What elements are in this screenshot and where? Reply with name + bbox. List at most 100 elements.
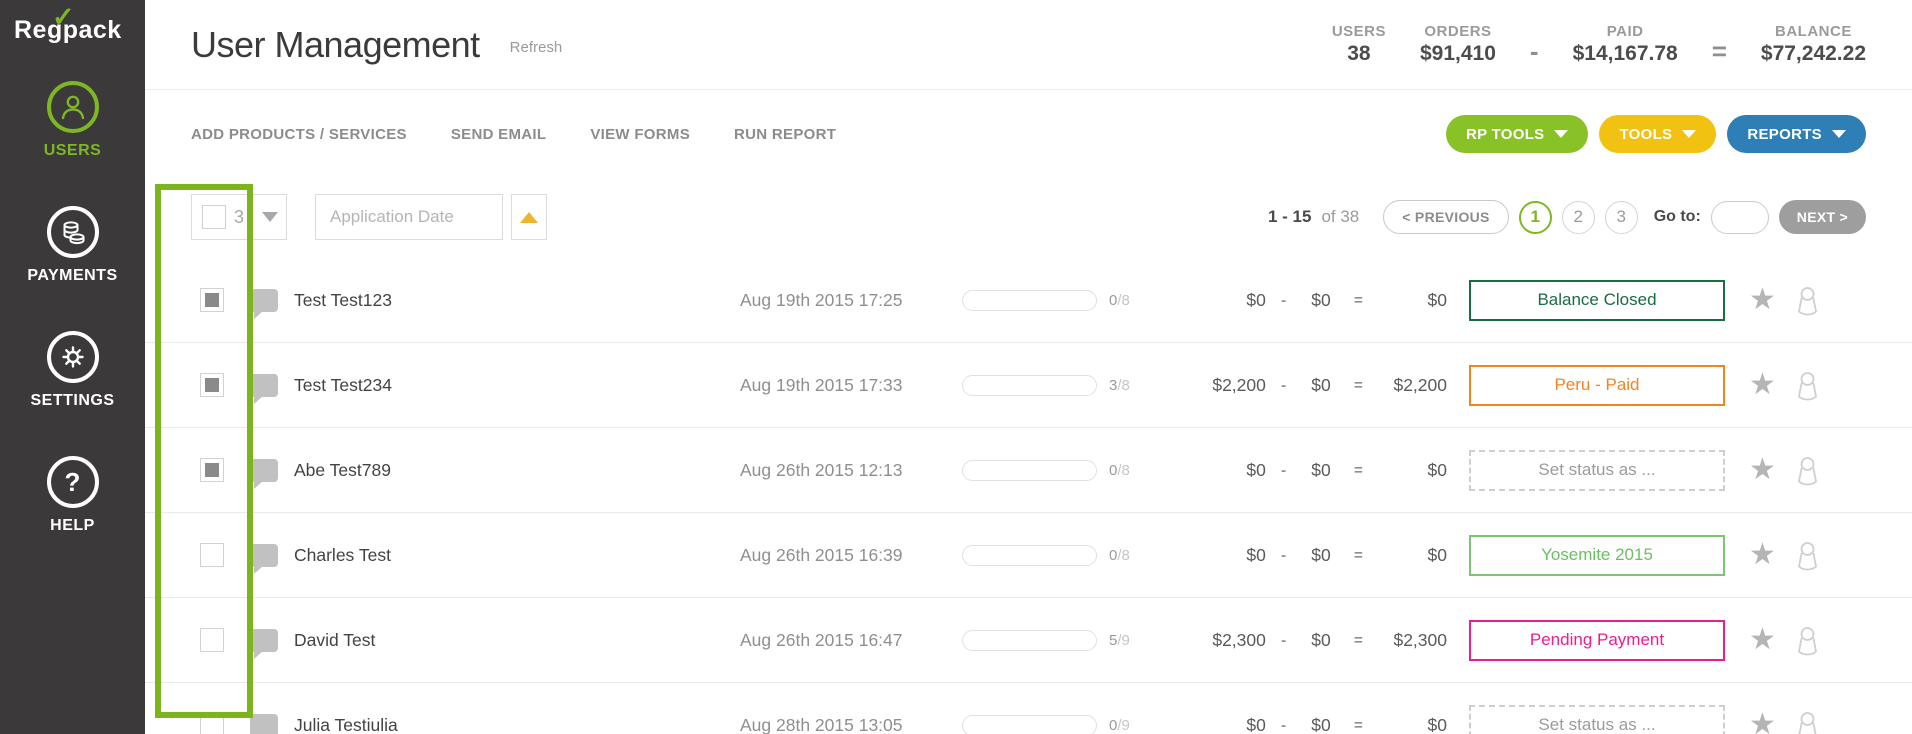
progress-count: 0/8 xyxy=(1109,546,1130,564)
star-icon[interactable]: ★ xyxy=(1749,538,1776,571)
tools-button[interactable]: TOOLS xyxy=(1599,115,1717,153)
orders-amount: $2,300 xyxy=(1212,629,1266,650)
add-products-link[interactable]: ADD PRODUCTS / SERVICES xyxy=(191,125,407,143)
user-name[interactable]: Test Test234 xyxy=(294,374,392,395)
progress-bar xyxy=(962,629,1097,651)
selected-count: 3 xyxy=(234,206,245,227)
row-checkbox[interactable] xyxy=(200,713,224,734)
chevron-down-icon xyxy=(1554,130,1569,138)
paid-amount: $0 xyxy=(1311,544,1331,565)
user-name[interactable]: Test Test123 xyxy=(294,289,392,310)
page-header: User Management Refresh USERS 38 ORDERS … xyxy=(145,0,1912,90)
minus-sign: - xyxy=(1281,546,1287,564)
sidebar-item-users[interactable]: USERS xyxy=(0,81,145,160)
orders-amount: $0 xyxy=(1246,289,1266,310)
view-forms-link[interactable]: VIEW FORMS xyxy=(590,125,691,143)
row-checkbox[interactable] xyxy=(200,373,224,397)
reports-button[interactable]: REPORTS xyxy=(1727,115,1866,153)
status-badge[interactable]: Peru - Paid xyxy=(1469,364,1725,406)
paid-amount: $0 xyxy=(1311,629,1331,650)
select-dropdown[interactable] xyxy=(252,194,286,240)
orders-amount: $0 xyxy=(1246,544,1266,565)
comment-icon[interactable] xyxy=(250,288,278,319)
status-badge[interactable]: Set status as ... xyxy=(1469,449,1725,491)
previous-page-button[interactable]: < PREVIOUS xyxy=(1383,200,1509,234)
balance-amount: $0 xyxy=(1427,714,1447,734)
result-total: of 38 xyxy=(1321,207,1360,226)
status-badge[interactable]: Yosemite 2015 xyxy=(1469,534,1725,576)
progress-bar xyxy=(962,459,1097,481)
table-row: David Test Aug 26th 2015 16:47 5/9 $2,30… xyxy=(145,598,1912,683)
person-icon[interactable] xyxy=(1794,540,1821,571)
user-name[interactable]: Abe Test789 xyxy=(294,459,391,480)
page-button-3[interactable]: 3 xyxy=(1604,200,1638,234)
minus-sign: - xyxy=(1281,631,1287,649)
application-date-input[interactable] xyxy=(315,194,504,240)
equals-sign: = xyxy=(1354,376,1363,394)
comment-icon[interactable] xyxy=(250,628,278,659)
send-email-link[interactable]: SEND EMAIL xyxy=(450,125,547,143)
sidebar-item-payments[interactable]: PAYMENTS xyxy=(0,206,145,285)
comment-icon[interactable] xyxy=(250,458,278,489)
amounts: $2,200 - $0 = $2,200 xyxy=(1195,375,1447,396)
amounts: $0 - $0 = $0 xyxy=(1195,460,1447,481)
user-name[interactable]: David Test xyxy=(294,629,376,650)
rp-tools-button[interactable]: RP TOOLS xyxy=(1445,115,1589,153)
row-checkbox[interactable] xyxy=(200,458,224,482)
table-row: Test Test234 Aug 19th 2015 17:33 3/8 $2,… xyxy=(145,343,1912,428)
status-badge[interactable]: Balance Closed xyxy=(1469,279,1725,321)
progress-count: 0/8 xyxy=(1109,291,1130,309)
progress-count: 0/8 xyxy=(1109,461,1130,479)
comment-icon[interactable] xyxy=(250,373,278,404)
person-icon[interactable] xyxy=(1794,710,1821,734)
balance-amount: $0 xyxy=(1427,289,1447,310)
row-checkbox[interactable] xyxy=(200,628,224,652)
star-icon[interactable]: ★ xyxy=(1749,708,1776,734)
user-name[interactable]: Charles Test xyxy=(294,544,391,565)
select-all-control: 3 xyxy=(191,194,288,240)
status-badge[interactable]: Set status as ... xyxy=(1469,704,1725,734)
person-icon[interactable] xyxy=(1794,285,1821,316)
regpack-logo: Regpack ✓ xyxy=(0,0,145,45)
summary-stats: USERS 38 ORDERS $91,410 - PAID $14,167.7… xyxy=(1332,22,1866,67)
table-row: Test Test123 Aug 19th 2015 17:25 0/8 $0 … xyxy=(145,258,1912,343)
progress-bar xyxy=(962,714,1097,734)
progress-bar xyxy=(962,289,1097,311)
user-name[interactable]: Julia Testiulia xyxy=(294,714,398,734)
run-report-link[interactable]: RUN REPORT xyxy=(734,125,837,143)
status-badge[interactable]: Pending Payment xyxy=(1469,619,1725,661)
person-icon[interactable] xyxy=(1794,370,1821,401)
comment-icon[interactable] xyxy=(250,543,278,574)
minus-operator: - xyxy=(1529,36,1539,66)
sidebar-item-help[interactable]: ? HELP xyxy=(0,456,145,535)
equals-sign: = xyxy=(1354,631,1363,649)
row-checkbox[interactable] xyxy=(200,543,224,567)
pagination: 1 - 15 of 38 < PREVIOUS 1 2 3 Go to: NEX… xyxy=(1268,200,1866,234)
page-button-1[interactable]: 1 xyxy=(1518,200,1552,234)
star-icon[interactable]: ★ xyxy=(1749,623,1776,656)
star-icon[interactable]: ★ xyxy=(1749,453,1776,486)
row-checkbox[interactable] xyxy=(200,288,224,312)
person-icon[interactable] xyxy=(1794,455,1821,486)
application-date: Aug 26th 2015 16:47 xyxy=(740,629,903,650)
select-all-checkbox[interactable] xyxy=(202,205,226,229)
refresh-link[interactable]: Refresh xyxy=(509,39,563,56)
balance-amount: $0 xyxy=(1427,544,1447,565)
page-title: User Management xyxy=(191,23,480,65)
balance-amount: $2,200 xyxy=(1393,374,1447,395)
star-icon[interactable]: ★ xyxy=(1749,283,1776,316)
progress-bar xyxy=(962,544,1097,566)
equals-sign: = xyxy=(1354,461,1363,479)
sort-ascending-button[interactable] xyxy=(511,194,548,240)
page-button-2[interactable]: 2 xyxy=(1561,200,1595,234)
person-icon[interactable] xyxy=(1794,625,1821,656)
sidebar-item-settings[interactable]: SETTINGS xyxy=(0,331,145,410)
result-range: 1 - 15 xyxy=(1267,207,1312,226)
goto-page-input[interactable] xyxy=(1710,200,1769,234)
comment-icon[interactable] xyxy=(250,713,278,734)
paid-amount: $0 xyxy=(1311,289,1331,310)
star-icon[interactable]: ★ xyxy=(1749,368,1776,401)
sidebar-item-label: USERS xyxy=(43,142,102,159)
sidebar-nav: USERS PAYMENTS xyxy=(0,81,145,535)
next-page-button[interactable]: NEXT > xyxy=(1778,200,1866,234)
